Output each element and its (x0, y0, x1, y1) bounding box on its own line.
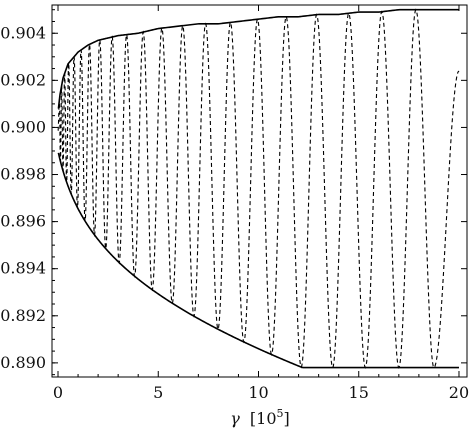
y-tick-label: 0.894 (0, 259, 46, 278)
y-tick-label: 0.898 (0, 165, 46, 184)
y-tick-label: 0.900 (0, 117, 46, 136)
x-tick-label: 15 (349, 383, 369, 402)
oscillation-dashed-line (57, 8, 460, 369)
tick-labels: 0 5 10 15 20 0.890 0.892 0.894 0.896 0.898 0.900 0.… (0, 23, 469, 402)
x-tick-label: 20 (449, 383, 469, 402)
y-tick-label: 0.896 (0, 212, 46, 231)
x-tick-label: 5 (153, 383, 163, 402)
y-tick-label: 0.890 (0, 353, 46, 372)
x-axis-title: γ [105] (230, 407, 290, 428)
x-tick-label: 10 (248, 383, 268, 402)
y-tick-label: 0.902 (0, 70, 46, 89)
y-tick-label: 0.904 (0, 23, 46, 42)
x-tick-label: 0 (53, 383, 63, 402)
series-layer (57, 8, 460, 369)
plot-frame (51, 4, 468, 378)
lower-envelope-line (57, 152, 459, 369)
y-tick-label: 0.892 (0, 306, 46, 325)
ticks (52, 5, 467, 377)
